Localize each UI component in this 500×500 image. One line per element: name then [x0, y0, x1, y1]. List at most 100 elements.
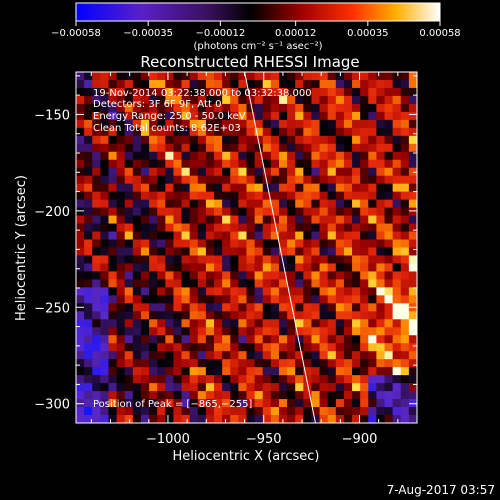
heatmap-cell — [214, 111, 223, 121]
heatmap-cell — [84, 311, 93, 320]
heatmap-cell — [230, 271, 239, 281]
heatmap-cell — [124, 263, 134, 273]
heatmap-cell — [76, 95, 85, 105]
heatmap-cell — [173, 207, 183, 217]
heatmap-cell — [287, 87, 296, 97]
heatmap-cell — [319, 351, 329, 360]
heatmap-cell — [197, 95, 207, 105]
heatmap-cell — [214, 199, 223, 209]
heatmap-cell — [165, 247, 175, 257]
heatmap-cell — [270, 151, 280, 161]
heatmap-cell — [181, 343, 191, 352]
heatmap-cell — [262, 175, 272, 185]
heatmap-cell — [189, 367, 199, 376]
heatmap-cell — [189, 207, 199, 217]
heatmap-cell — [189, 199, 199, 209]
heatmap-cell — [408, 207, 417, 217]
heatmap-cell — [287, 287, 296, 296]
heatmap-cell — [270, 415, 280, 423]
heatmap-cell — [246, 279, 256, 288]
heatmap-cell — [149, 191, 158, 201]
heatmap-cell — [205, 215, 215, 225]
heatmap-cell — [165, 271, 175, 281]
heatmap-cell — [222, 359, 231, 368]
heatmap-cell — [189, 383, 199, 392]
heatmap-cell — [132, 103, 142, 113]
heatmap-cell — [384, 287, 394, 296]
heatmap-cell — [278, 383, 288, 392]
heatmap-cell — [352, 207, 361, 217]
heatmap-cell — [303, 343, 313, 352]
heatmap-cell — [319, 231, 329, 241]
heatmap-cell — [108, 303, 118, 312]
heatmap-cell — [400, 399, 410, 408]
heatmap-cell — [278, 72, 288, 81]
heatmap-cell — [400, 375, 410, 384]
heatmap-cell — [303, 231, 313, 241]
heatmap-cell — [222, 279, 231, 288]
heatmap-cell — [116, 207, 126, 217]
heatmap-cell — [246, 191, 256, 201]
heatmap-cell — [335, 143, 345, 153]
heatmap-cell — [222, 247, 231, 257]
heatmap-cell — [384, 343, 394, 352]
heatmap-cell — [108, 359, 118, 368]
heatmap-cell — [140, 263, 150, 273]
heatmap-cell — [92, 79, 101, 89]
heatmap-cell — [197, 127, 207, 137]
heatmap-cell — [140, 87, 150, 97]
heatmap-cell — [287, 359, 296, 368]
heatmap-cell — [319, 311, 329, 320]
heatmap-cell — [287, 207, 296, 217]
heatmap-cell — [92, 135, 101, 145]
heatmap-cell — [327, 279, 337, 288]
heatmap-cell — [157, 303, 166, 312]
heatmap-cell — [400, 175, 410, 185]
heatmap-cell — [230, 359, 239, 368]
heatmap-cell — [149, 319, 158, 328]
heatmap-cell — [157, 103, 166, 113]
heatmap-cell — [165, 175, 175, 185]
heatmap-cell — [246, 343, 256, 352]
heatmap-cell — [400, 407, 410, 416]
y-axis-label: Heliocentric Y (arcsec) — [14, 175, 29, 321]
heatmap-cell — [246, 383, 256, 392]
heatmap-cell — [84, 391, 93, 400]
heatmap-cell — [335, 367, 345, 376]
heatmap-cell — [238, 279, 248, 288]
heatmap-cell — [181, 175, 191, 185]
heatmap-cell — [173, 175, 183, 185]
heatmap-cell — [376, 95, 386, 105]
heatmap-cell — [165, 359, 175, 368]
heatmap-cell — [214, 72, 223, 81]
heatmap-cell — [84, 167, 93, 177]
heatmap-cell — [214, 319, 223, 328]
heatmap-cell — [124, 215, 134, 225]
heatmap-cell — [214, 391, 223, 400]
heatmap-cell — [140, 159, 150, 169]
heatmap-cell — [214, 287, 223, 296]
heatmap-cell — [287, 215, 296, 225]
heatmap-cell — [360, 72, 369, 81]
heatmap-cell — [254, 359, 264, 368]
heatmap-cell — [214, 207, 223, 217]
heatmap-cell — [124, 271, 134, 281]
heatmap-cell — [214, 263, 223, 273]
heatmap-cell — [116, 175, 126, 185]
heatmap-cell — [335, 327, 345, 336]
heatmap-cell — [140, 335, 150, 344]
heatmap-cell — [181, 79, 191, 89]
heatmap-cell — [360, 167, 369, 177]
heatmap-cell — [165, 167, 175, 177]
heatmap-cell — [76, 311, 85, 320]
heatmap-cell — [100, 311, 110, 320]
heatmap-cell — [287, 167, 296, 177]
heatmap-cell — [222, 335, 231, 344]
heatmap-cell — [262, 72, 272, 81]
heatmap-cell — [149, 127, 158, 137]
heatmap-cell — [189, 119, 199, 129]
heatmap-cell — [222, 295, 231, 304]
heatmap-cell — [132, 119, 142, 129]
heatmap-cell — [165, 223, 175, 233]
heatmap-cell — [157, 159, 166, 169]
